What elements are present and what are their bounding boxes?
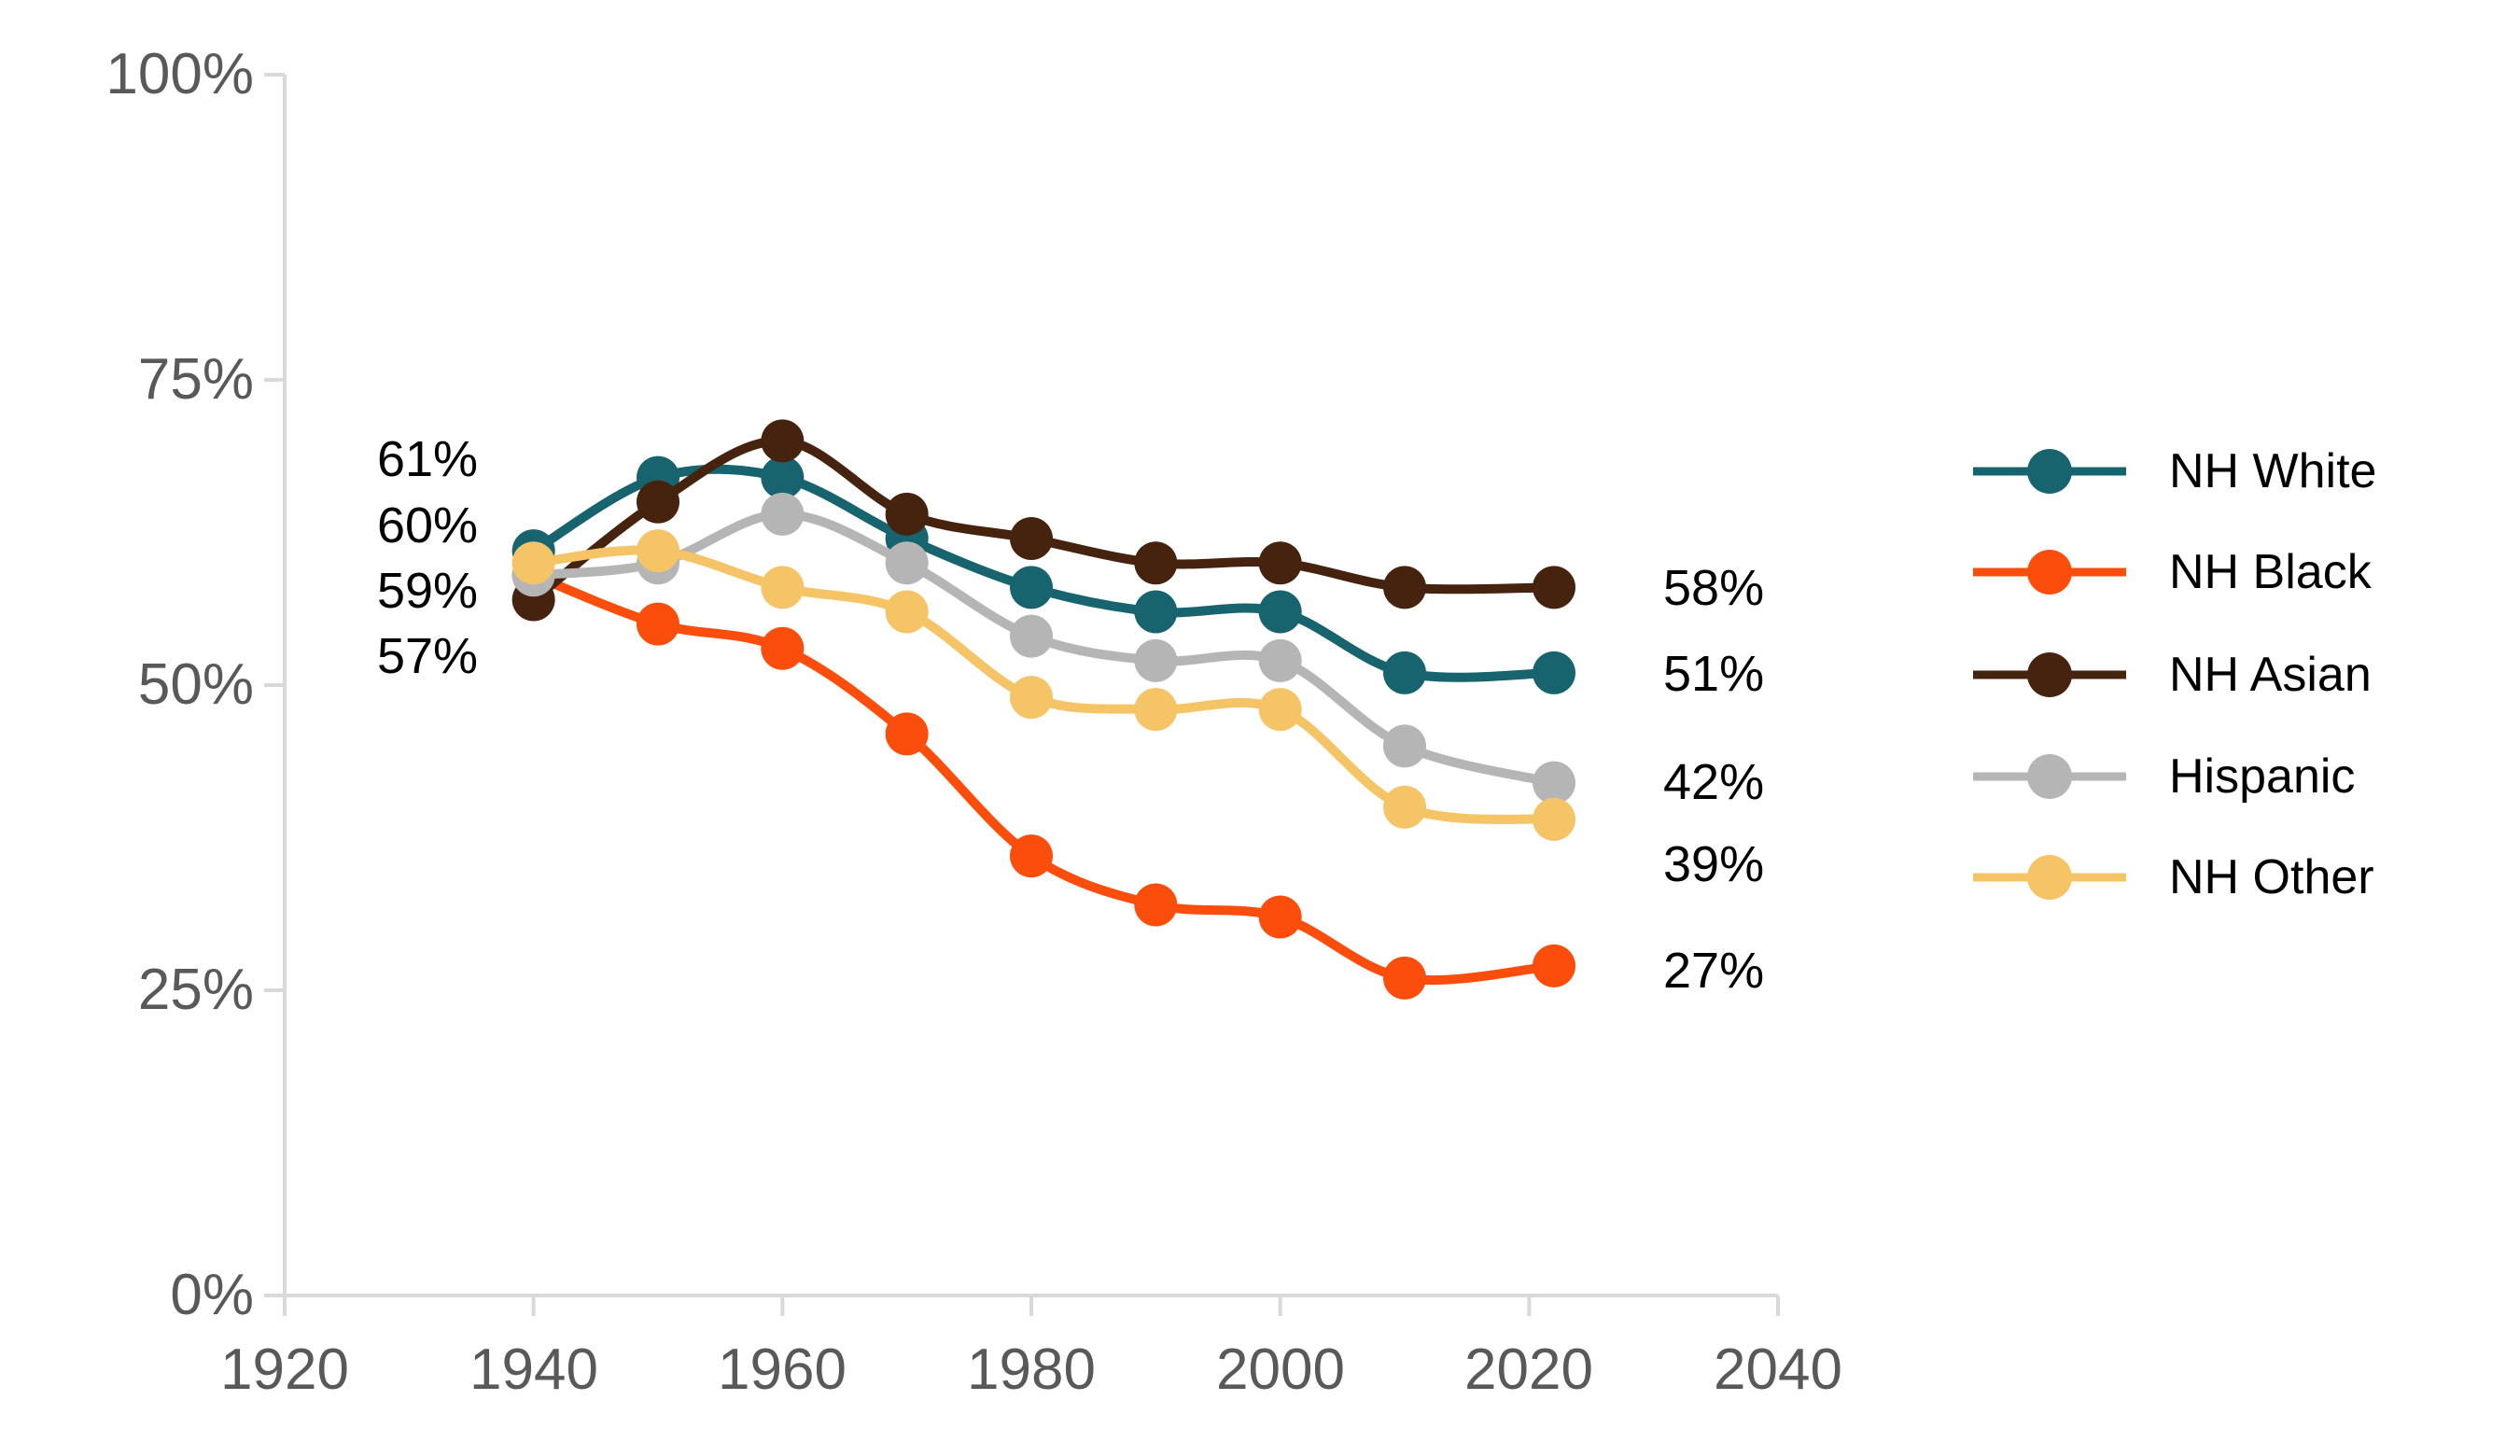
legend-line-dot-icon	[1973, 652, 2126, 697]
series-nh-white-point	[1258, 590, 1302, 634]
y-tick-label-25: 25%	[137, 958, 254, 1022]
x-tick-label-2040: 2040	[1714, 1337, 1842, 1402]
series-nh-black-point	[885, 712, 929, 756]
end-label-42: 42%	[1663, 754, 1765, 810]
axes	[264, 73, 1780, 1316]
series-nh-black-point	[1258, 895, 1302, 939]
series-nh-other-point	[1009, 676, 1053, 720]
start-label-57: 57%	[376, 628, 479, 684]
y-tick-label-75: 75%	[137, 347, 254, 412]
series-nh-black-point	[1009, 834, 1053, 878]
legend-item-label: Hispanic	[2169, 749, 2356, 804]
series-nh-other-point	[636, 529, 679, 573]
series-nh-other	[511, 529, 1575, 841]
series-nh-white-point	[1134, 590, 1178, 634]
series-nh-asian-point	[885, 492, 929, 536]
series-nh-white-point	[1532, 651, 1575, 694]
end-label-39: 39%	[1663, 836, 1765, 892]
legend-item-nh-asian: NH Asian	[1971, 647, 2372, 703]
series-nh-black-point	[1134, 883, 1178, 927]
legend-item-label: NH Other	[2169, 850, 2374, 904]
legend-item-nh-white: NH White	[1971, 443, 2376, 499]
start-label-60: 60%	[376, 497, 479, 553]
series-nh-other-point	[1134, 688, 1178, 732]
y-tick-label-50: 50%	[137, 652, 254, 717]
y-tick-label-0: 0%	[170, 1263, 254, 1327]
x-tick-label-2020: 2020	[1464, 1337, 1593, 1402]
series-nh-white-point	[761, 455, 805, 499]
series-nh-black-point	[761, 626, 805, 670]
series-nh-black	[511, 553, 1575, 1000]
series-nh-black-point	[1532, 944, 1575, 987]
series-nh-black-point	[1382, 956, 1426, 1000]
end-label-51: 51%	[1663, 646, 1765, 702]
series-hispanic-point	[1382, 724, 1426, 768]
series-hispanic-point	[1009, 614, 1053, 658]
series-nh-asian-point	[1134, 541, 1178, 585]
legend-line-dot-icon	[1973, 754, 2126, 799]
series-hispanic-point	[885, 541, 929, 585]
series-nh-asian	[511, 419, 1575, 622]
series-nh-asian-point	[1009, 517, 1053, 561]
end-label-27: 27%	[1663, 943, 1765, 999]
series-nh-asian-point	[636, 480, 679, 524]
series-hispanic-point	[1532, 761, 1575, 805]
x-tick-label-1960: 1960	[718, 1337, 847, 1402]
series-nh-asian-point	[1258, 541, 1302, 585]
legend-item-hispanic: Hispanic	[1971, 749, 2355, 805]
series-nh-other-point	[1382, 785, 1426, 829]
end-label-58: 58%	[1663, 560, 1765, 616]
series-nh-white-point	[1009, 566, 1053, 609]
legend-item-label: NH Asian	[2169, 648, 2372, 702]
series-nh-other-point	[761, 566, 805, 609]
legend-item-nh-black: NH Black	[1971, 544, 2372, 600]
series-hispanic-point	[1258, 638, 1302, 682]
series-nh-white-point	[1382, 651, 1426, 694]
start-label-61: 61%	[376, 431, 479, 487]
series-nh-other-point	[1532, 797, 1575, 841]
series-nh-asian-point	[1532, 566, 1575, 609]
legend-line-dot-icon	[1973, 550, 2126, 595]
x-tick-label-1980: 1980	[967, 1337, 1096, 1402]
legend-line-dot-icon	[1973, 855, 2126, 900]
legend-item-nh-other: NH Other	[1971, 849, 2374, 905]
series-nh-asian-point	[1382, 566, 1426, 609]
y-tick-label-100: 100%	[105, 42, 254, 106]
x-tick-label-1920: 1920	[220, 1337, 349, 1402]
legend-line-dot-icon	[1973, 449, 2126, 494]
series-nh-other-point	[511, 541, 555, 585]
legend-item-label: NH Black	[2169, 545, 2372, 599]
series-nh-other-point	[1258, 688, 1302, 732]
x-tick-label-2000: 2000	[1216, 1337, 1345, 1402]
series-nh-asian-point	[761, 419, 805, 463]
legend-item-label: NH White	[2169, 444, 2377, 498]
start-label-59: 59%	[376, 563, 479, 619]
series-nh-black-point	[636, 602, 679, 646]
x-tick-label-1940: 1940	[469, 1337, 598, 1402]
series-hispanic-point	[761, 492, 805, 536]
series-nh-other-point	[885, 590, 929, 634]
series-hispanic-point	[1134, 638, 1178, 682]
